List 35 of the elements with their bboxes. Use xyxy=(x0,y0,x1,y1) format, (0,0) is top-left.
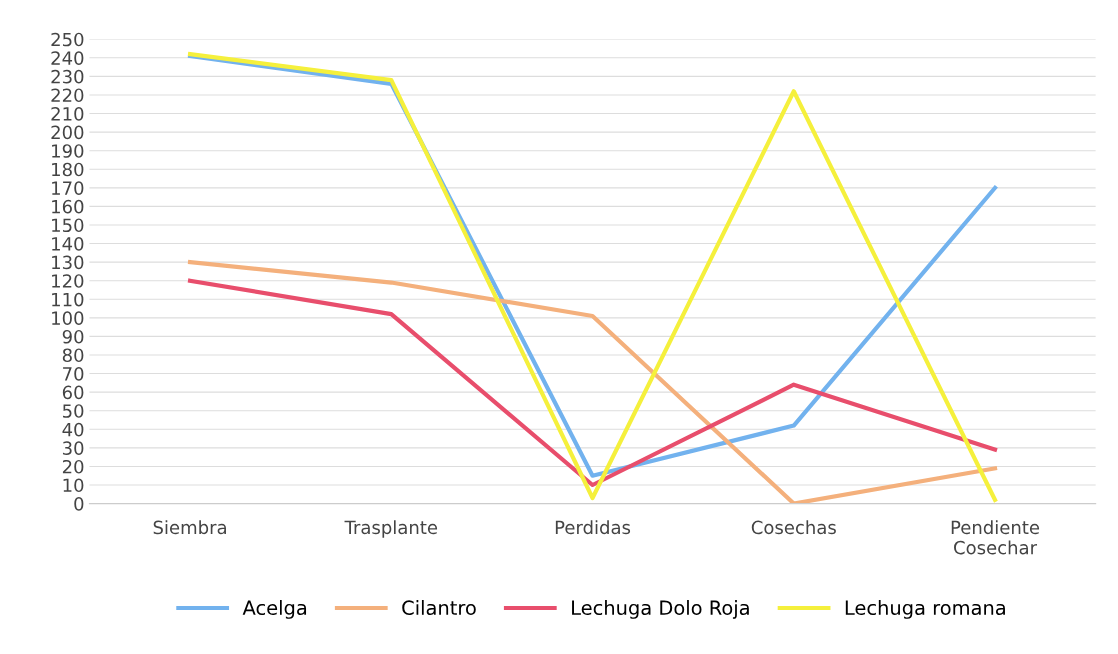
x-tick-label: Pendiente Cosechar xyxy=(951,520,1040,555)
y-tick-label: 80 xyxy=(62,348,84,363)
y-tick-label: 250 xyxy=(51,32,84,47)
legend-label: Lechuga romana xyxy=(845,600,1005,619)
y-tick-label: 160 xyxy=(52,199,84,214)
y-tick-label: 60 xyxy=(62,385,84,400)
y-tick-label: 20 xyxy=(62,459,84,474)
y-tick-label: 220 xyxy=(51,88,84,103)
y-tick-label: 210 xyxy=(51,106,84,121)
y-tick-label: 0 xyxy=(74,497,84,511)
legend-label: Lechuga Dolo Roja xyxy=(572,600,749,619)
y-tick-label: 110 xyxy=(52,292,84,307)
y-tick-label: 100 xyxy=(52,311,84,325)
y-tick-label: 10 xyxy=(63,478,84,493)
x-tick-label: Perdidas xyxy=(555,520,631,535)
y-tick-label: 140 xyxy=(52,237,84,251)
x-tick-label: Cosechas xyxy=(751,520,836,535)
y-tick-label: 200 xyxy=(51,125,84,140)
y-tick-label: 240 xyxy=(51,51,84,65)
y-tick-label: 190 xyxy=(52,144,84,158)
y-tick-label: 150 xyxy=(52,218,84,233)
legend-label: Acelga xyxy=(242,600,307,619)
y-tick-label: 120 xyxy=(52,274,84,288)
y-tick-label: 230 xyxy=(51,69,84,84)
y-tick-label: 130 xyxy=(52,255,84,270)
y-tick-label: 50 xyxy=(63,404,84,418)
x-tick-label: Siembra xyxy=(153,520,226,535)
y-tick-label: 30 xyxy=(62,441,84,455)
y-tick-label: 180 xyxy=(52,162,84,177)
y-tick-label: 40 xyxy=(62,422,84,437)
y-tick-label: 90 xyxy=(62,329,84,344)
legend-label: Cilantro xyxy=(402,600,476,616)
y-tick-label: 70 xyxy=(63,367,84,381)
x-tick-label: Trasplante xyxy=(344,520,438,538)
y-tick-label: 170 xyxy=(52,181,84,195)
